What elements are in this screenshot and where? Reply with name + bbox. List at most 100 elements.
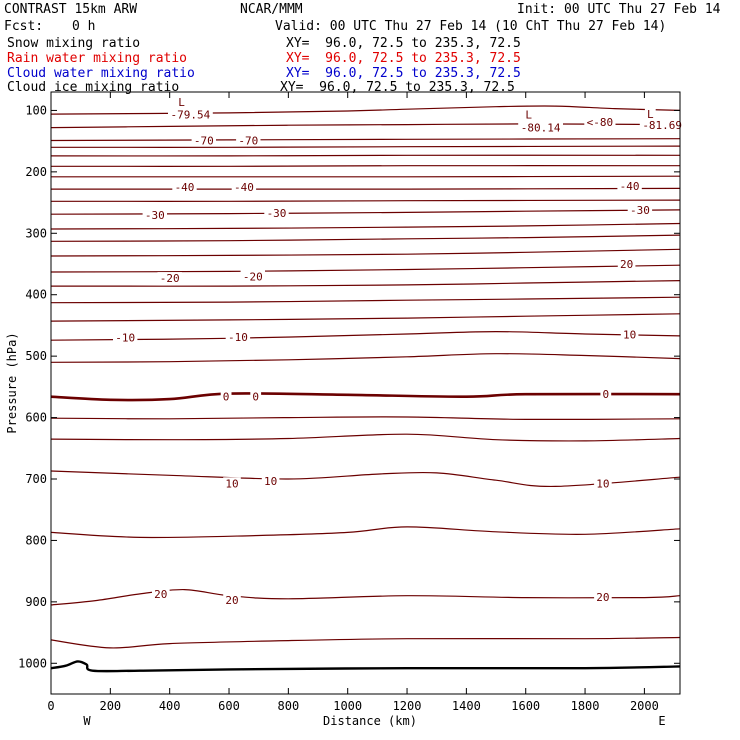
contour-label-bg-15 [157, 272, 182, 285]
y-tick-label-900: 900 [25, 595, 47, 609]
contour-label-bg-25 [261, 474, 280, 487]
y-tick-label-1000: 1000 [18, 656, 47, 670]
contour-label-15: -20 [160, 272, 180, 285]
contour-label-22: 0 [252, 391, 259, 404]
contour-line-22 [51, 470, 680, 488]
contour-line-5 [51, 165, 680, 167]
legend-label-rain: Rain water mixing ratio [7, 51, 188, 66]
x-tick-label-2000: 2000 [630, 699, 659, 713]
contour-line-20 [51, 416, 680, 421]
contour-label-20: 10 [623, 329, 636, 342]
contour-line-11 [51, 234, 680, 242]
y-tick-label-600: 600 [25, 411, 47, 425]
contour-label-bg-6 [639, 119, 685, 132]
forecast-label: Fcst: [4, 19, 44, 34]
contour-line-12 [51, 248, 680, 257]
contour-line-0 [51, 105, 680, 115]
contour-label-3: -80.14 [521, 122, 561, 135]
y-tick-label-800: 800 [25, 533, 47, 547]
contour-label-13: -30 [267, 207, 287, 220]
contour-label-bg-19 [225, 331, 251, 344]
contour-label-27: 20 [154, 588, 167, 601]
contour-label-16: -20 [243, 270, 263, 283]
contour-line-4 [51, 154, 680, 157]
contour-label-bg-9 [172, 181, 197, 194]
contour-label-bg-13 [264, 207, 289, 219]
terrain-surface [51, 660, 680, 673]
contour-label-bg-29 [594, 590, 612, 603]
axis-ticks: 0 200 400 600 800 1000 1200 1400 1600 1800 2000100… [18, 92, 680, 713]
contour-label-19: -10 [228, 331, 248, 344]
legend-label-snow: Snow mixing ratio [7, 36, 141, 51]
contour-label-bg-7 [191, 134, 216, 147]
contour-label-8: -70 [238, 135, 258, 148]
contour-label-12: -30 [145, 209, 165, 222]
contour-labels: L-79.54 L-80.14 <-80L-81.69-70 -70-40 -40 -40… [113, 95, 685, 607]
x-tick-label-800: 800 [278, 699, 300, 713]
contour-label-4: <-80 [587, 116, 614, 129]
contour-label-29: 20 [596, 591, 609, 604]
legend-label-cloud-ice: Cloud ice mixing ratio [7, 80, 180, 95]
contour-label-18: -10 [115, 332, 135, 345]
x-tick-label-600: 600 [218, 699, 240, 713]
contour-label-25: 10 [264, 475, 277, 488]
contour-label-bg-28 [223, 594, 241, 606]
contour-label-21: 0 [223, 391, 230, 404]
contour-label-bg-17 [617, 258, 636, 270]
contour-label-11: -40 [620, 180, 640, 193]
contour-line-21 [51, 433, 680, 442]
contour-label-10: -40 [234, 181, 254, 194]
x-tick-label-0: 0 [47, 699, 54, 713]
legend-xy-cloud-ice: XY= 96.0, 72.5 to 235.3, 72.5 [280, 80, 515, 95]
contour-label-1: -79.54 [171, 109, 211, 122]
contour-line-17 [51, 330, 680, 341]
contour-line-18 [51, 353, 680, 363]
east-label: E [658, 714, 665, 728]
contour-line-14 [51, 280, 680, 287]
init-time: Init: 00 UTC Thu 27 Feb 14 [517, 2, 721, 17]
legend-xy-cloud-water: XY= 96.0, 72.5 to 235.3, 72.5 [286, 66, 521, 81]
y-tick-label-300: 300 [25, 226, 47, 240]
contour-label-bg-18 [113, 331, 138, 344]
contour-label-26: 10 [596, 477, 609, 490]
contour-line-23 [51, 526, 680, 539]
y-tick-label-500: 500 [25, 349, 47, 363]
contour-label-14: -30 [630, 204, 650, 217]
contour-line-19 [51, 392, 680, 402]
contour-label-bg-21 [220, 390, 232, 403]
contour-label-bg-26 [594, 477, 612, 490]
legend-label-cloud-water: Cloud water mixing ratio [7, 66, 195, 81]
y-axis-label: Pressure (hPa) [5, 332, 19, 433]
contour-label-23: 0 [602, 388, 609, 401]
contour-line-7 [51, 187, 680, 190]
contour-label-bg-8 [236, 134, 261, 147]
contour-line-25 [51, 636, 680, 649]
x-axis-label: Distance (km) [323, 714, 417, 728]
x-tick-label-1200: 1200 [393, 699, 422, 713]
contour-label-bg-1 [168, 108, 213, 121]
contour-label-6: -81.69 [642, 119, 682, 132]
contour-line-3 [51, 145, 680, 148]
forecast-hour: 0 h [72, 19, 96, 34]
contour-label-bg-0 [176, 95, 187, 108]
contour-label-bg-12 [142, 208, 167, 221]
contour-line-16 [51, 313, 680, 322]
contour-label-28: 20 [225, 594, 238, 607]
contour-line-10 [51, 222, 680, 230]
x-tick-label-200: 200 [99, 699, 121, 713]
contour-label-bg-11 [617, 180, 642, 192]
contour-label-17: 20 [620, 258, 633, 271]
contour-label-bg-27 [152, 587, 170, 600]
x-tick-label-400: 400 [159, 699, 181, 713]
contour-label-bg-22 [250, 390, 262, 403]
contour-label-bg-23 [600, 388, 612, 401]
contour-label-bg-14 [627, 203, 653, 216]
contour-label-bg-2 [523, 108, 535, 121]
contour-line-6 [51, 175, 680, 178]
x-tick-label-1600: 1600 [511, 699, 540, 713]
terrain-line [51, 660, 680, 673]
contour-line-15 [51, 296, 680, 304]
contour-label-24: 10 [225, 477, 238, 490]
model-title: CONTRAST 15km ARW [4, 2, 138, 17]
